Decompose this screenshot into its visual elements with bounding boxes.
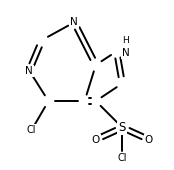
Text: O: O [92,135,100,145]
Text: H: H [122,36,129,45]
Text: S: S [119,121,126,134]
Text: N: N [70,17,78,27]
Text: O: O [145,135,153,145]
Text: Cl: Cl [118,153,127,163]
Text: N: N [25,66,33,75]
Text: N: N [122,48,129,58]
Text: Cl: Cl [27,125,36,135]
